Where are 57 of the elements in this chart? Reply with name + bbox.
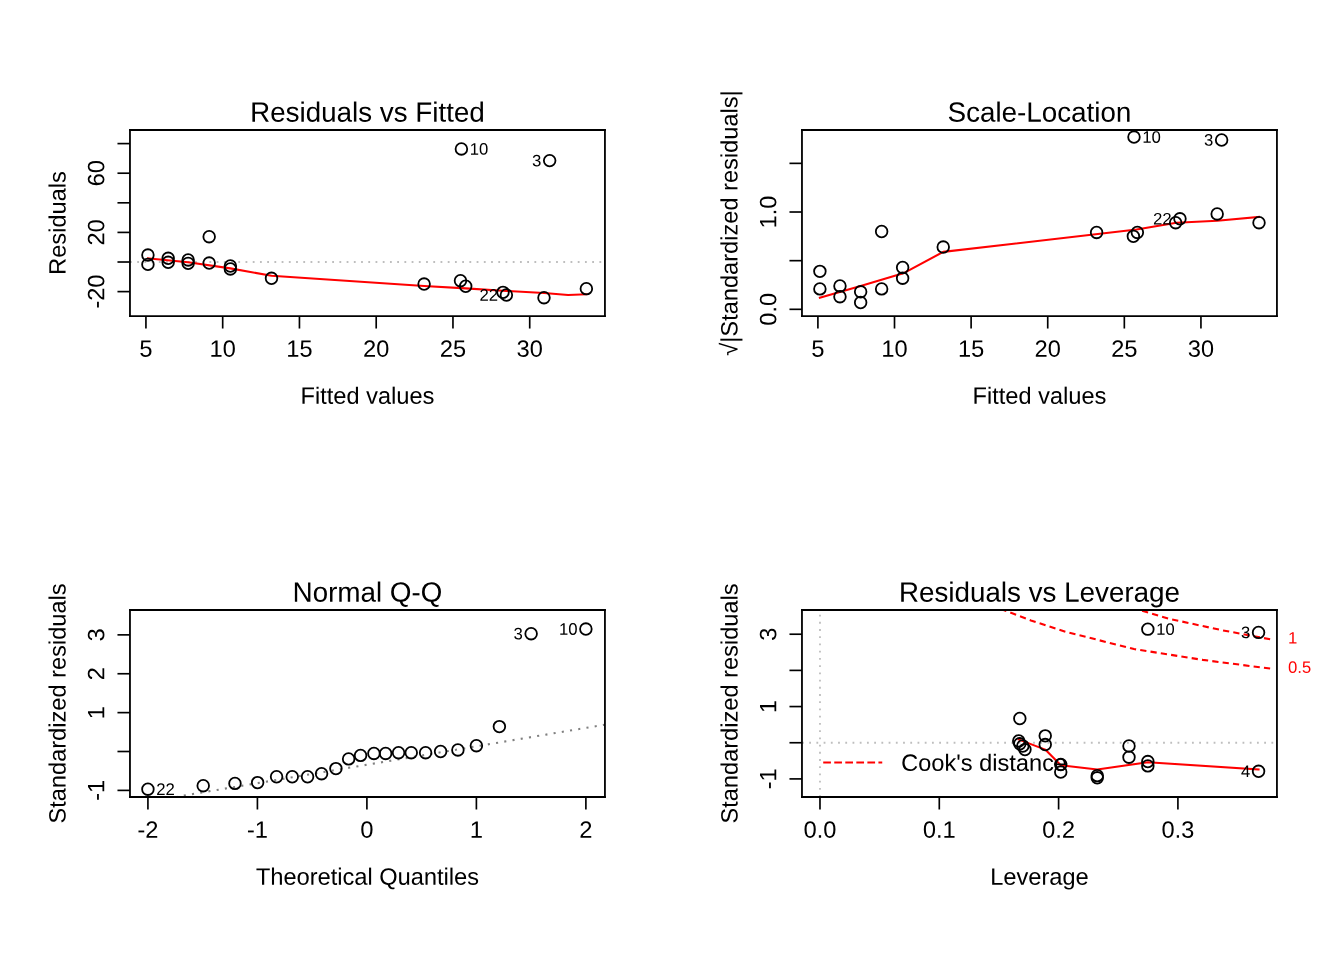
x-tick-label: 15 [959,340,984,357]
y-tick-label: 1 [87,707,105,718]
x-tick-label: 25 [1112,340,1137,357]
x-tick-label: 0.0 [804,821,836,838]
annotation: 22 [1153,212,1171,225]
y-axis-title: Standardized residuals [720,584,738,823]
annotation: 10 [1157,623,1175,636]
y-tick-label: -1 [87,781,105,800]
y-tick-label: 60 [87,160,105,186]
x-axis-title: Theoretical Quantiles [256,867,479,890]
x-tick-label: 20 [364,340,389,357]
y-tick-label: -1 [759,769,777,789]
annotation: 10 [471,142,488,155]
x-tick-label: 25 [441,340,466,357]
x-tick-label: 30 [1188,340,1214,357]
x-tick-label: 0.1 [923,821,955,838]
x-tick-label: 5 [140,340,152,357]
annotation: 3 [514,627,523,640]
annotation: 22 [480,289,498,301]
y-tick-label: 2 [87,668,105,680]
x-tick-label: 10 [883,340,907,357]
x-tick-label: -2 [138,821,158,838]
x-tick-label: 5 [812,340,824,357]
annotation: 10 [560,623,577,635]
y-tick-label: 1.0 [759,196,777,227]
y-axis-title: √|Standardized residuals| [718,92,743,356]
annotation: 3 [532,154,541,167]
chart-title: Scale-Location [948,101,1130,122]
annotation: 1 [1289,632,1297,644]
y-axis-title: Residuals [48,172,66,273]
y-tick-label: 3 [87,629,105,641]
y-tick-label: 1 [759,701,777,712]
x-tick-label: 0 [361,821,373,838]
y-tick-label: 20 [87,220,105,245]
x-axis-title: Fitted values [974,386,1106,404]
y-tick-label: 0.0 [759,293,777,325]
x-tick-label: 2 [580,821,592,838]
x-tick-label: 10 [211,340,235,357]
annotation: 3 [1204,134,1213,146]
x-tick-label: 20 [1035,340,1060,357]
x-axis-title: Leverage [992,868,1088,890]
x-tick-label: 0.2 [1043,821,1074,838]
y-tick-label: 3 [759,628,777,640]
x-tick-label: 0.3 [1162,821,1194,838]
chart-title: Residuals vs Fitted [252,101,483,122]
x-tick-label: 30 [517,340,542,357]
annotation: 0.5 [1288,661,1311,674]
x-tick-label: 15 [288,340,312,357]
annotation: 22 [157,783,174,795]
chart-title: Residuals vs Leverage [901,581,1179,608]
x-tick-label: 1 [471,821,482,838]
x-tick-label: -1 [247,821,267,838]
annotation: 10 [1143,131,1161,143]
y-axis-title: Standardized residuals [48,584,66,823]
y-tick-label: -20 [87,275,105,308]
x-axis-title: Fitted values [302,386,434,404]
chart-title: Normal Q-Q [294,581,441,607]
